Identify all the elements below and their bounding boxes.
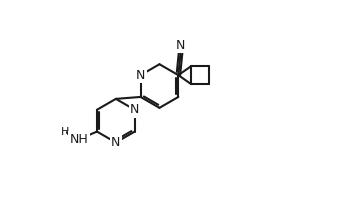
Text: N: N (111, 136, 120, 149)
Text: N: N (176, 39, 186, 52)
Text: N: N (130, 103, 140, 116)
Text: NH: NH (70, 133, 88, 146)
Text: N: N (136, 69, 145, 82)
Text: H: H (61, 127, 69, 137)
Text: NH: NH (70, 133, 88, 146)
